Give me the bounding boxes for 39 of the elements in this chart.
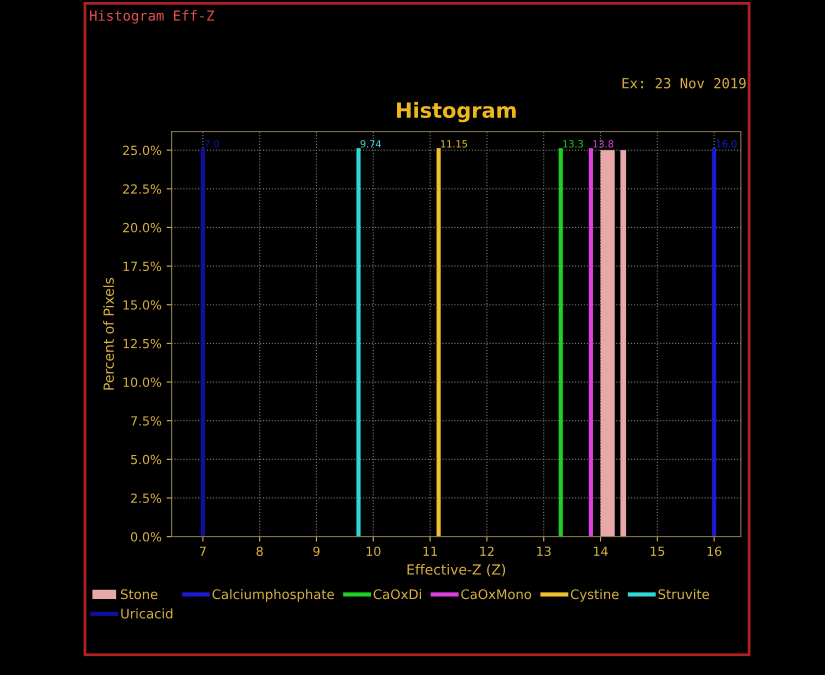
legend-label: CaOxDi [374, 589, 421, 600]
annotation: 7.0 [205, 140, 220, 148]
y-axis-title: Percent of Pixels [103, 278, 114, 390]
x-tick-label: 15 [650, 546, 664, 556]
x-tick-label: 12 [480, 546, 494, 556]
y-tick-label: 0.0% [130, 532, 162, 542]
legend-label: Struvite [658, 589, 710, 600]
y-tick-label: 5.0% [131, 454, 162, 464]
text: Histogram Eff-Z [90, 10, 214, 24]
y-tick-label: 12.5% [124, 338, 162, 348]
legend-label: Stone [120, 589, 158, 600]
annotation: 13.3 [563, 140, 584, 148]
text: Ex: 23 Nov 2019 [622, 78, 746, 88]
x-tick-label: 16 [708, 546, 722, 556]
y-tick-label: 17.5% [124, 262, 162, 272]
legend-label: Calciumphosphate [212, 589, 334, 602]
legend-label: Cystine [570, 589, 619, 602]
x-tick-label: 9 [313, 546, 320, 556]
y-tick-label: 7.5% [131, 416, 162, 426]
legend-label: Uricacid [121, 608, 172, 619]
x-tick-label: 7 [200, 546, 206, 556]
legend-label: CaOxMono [461, 589, 532, 600]
x-tick-label: 8 [256, 546, 263, 556]
y-tick-label: 20.0% [123, 222, 162, 232]
y-tick-label: 2.5% [131, 493, 162, 503]
y-tick-label: 25.0% [123, 146, 162, 156]
y-tick-label: 10.0% [124, 378, 162, 387]
y-tick-label: 22.5% [123, 184, 162, 194]
annotation: 16.0 [716, 140, 737, 148]
annotation: 11.15 [441, 140, 467, 148]
chart-title: Histogram [397, 102, 516, 122]
x-axis-title: Effective-Z (Z) [408, 564, 506, 576]
x-tick-label: 10 [366, 546, 380, 556]
x-tick-label: 11 [424, 546, 437, 556]
annotation: 13.8 [593, 140, 614, 148]
annotation: 9.74 [360, 140, 381, 148]
y-tick-label: 15.0% [124, 300, 162, 310]
x-tick-label: 14 [594, 546, 608, 556]
x-tick-label: 13 [537, 546, 551, 556]
